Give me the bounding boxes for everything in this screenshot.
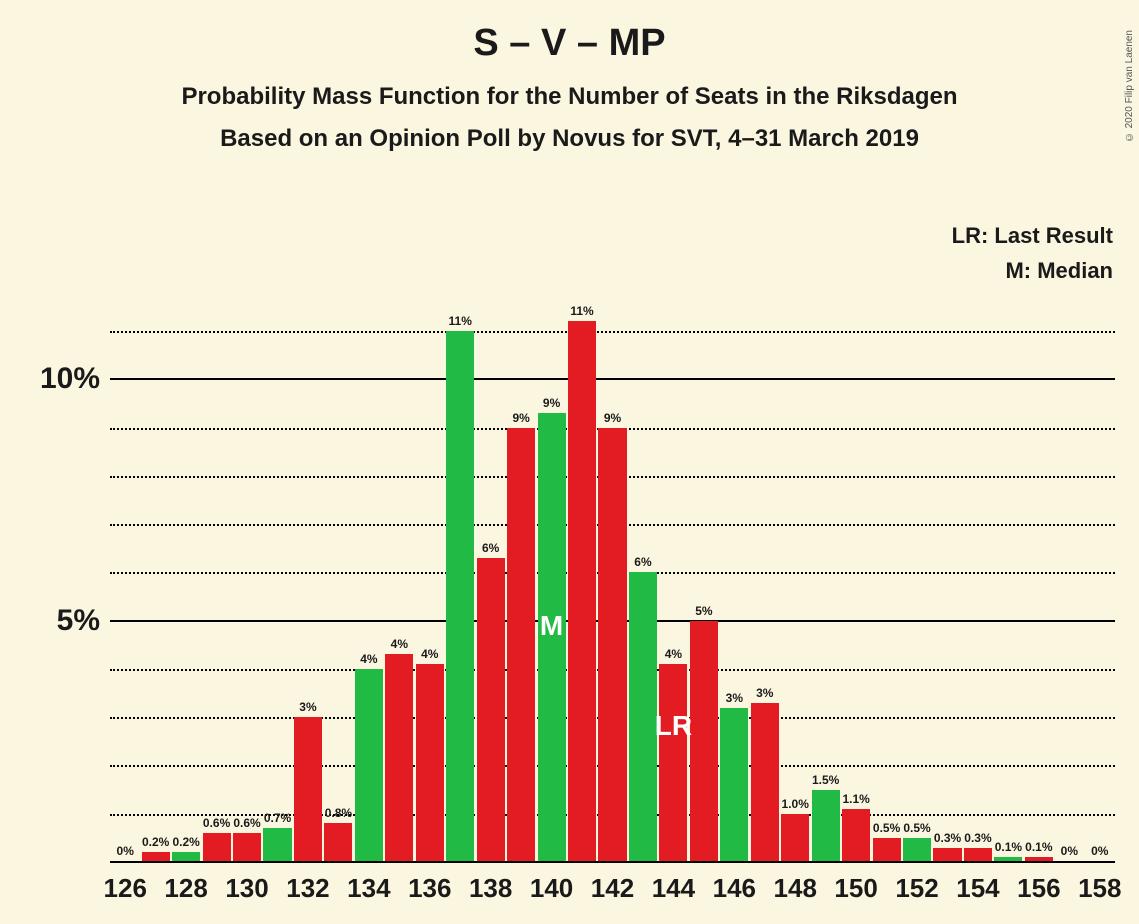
bar-value-label: 1.1% (826, 792, 886, 806)
bar-value-label: 1.5% (796, 773, 856, 787)
legend-m: M: Median (952, 253, 1113, 288)
minor-gridline (110, 331, 1115, 333)
chart-plot-area: 5%10%0%0.2%0.2%0.6%0.6%0.7%3%0.8%4%4%4%1… (110, 302, 1115, 862)
bar (720, 708, 748, 862)
chart-subtitle: Probability Mass Function for the Number… (0, 83, 1139, 111)
y-axis-label: 10% (40, 362, 100, 396)
bar (294, 717, 322, 862)
copyright-text: © 2020 Filip van Laenen (1124, 30, 1135, 142)
x-axis-label: 146 (713, 873, 756, 904)
x-axis-label: 150 (834, 873, 877, 904)
x-axis-label: 156 (1017, 873, 1060, 904)
bar (263, 828, 291, 862)
bar-value-label: 5% (674, 604, 734, 618)
x-axis-label: 158 (1078, 873, 1121, 904)
legend-lr: LR: Last Result (952, 218, 1113, 253)
chart-title: S – V – MP (0, 22, 1139, 65)
marker-label: LR (655, 710, 692, 742)
x-axis-label: 138 (469, 873, 512, 904)
x-axis-label: 128 (164, 873, 207, 904)
bar (203, 833, 231, 862)
x-axis-label: 136 (408, 873, 451, 904)
bar (446, 331, 474, 862)
bar (933, 848, 961, 862)
bar-value-label: 6% (613, 555, 673, 569)
bar-value-label: 11% (552, 304, 612, 318)
bar (751, 703, 779, 862)
bar-value-label: 9% (583, 411, 643, 425)
bar (355, 669, 383, 862)
major-gridline (110, 378, 1115, 380)
bar (233, 833, 261, 862)
bar-value-label: 3% (278, 700, 338, 714)
bar (416, 664, 444, 862)
bar (690, 621, 718, 862)
x-axis-label: 152 (895, 873, 938, 904)
bar (507, 428, 535, 862)
bar-value-label: 3% (735, 686, 795, 700)
x-axis-label: 144 (652, 873, 695, 904)
x-axis-label: 134 (347, 873, 390, 904)
bar (873, 838, 901, 862)
bar (659, 664, 687, 862)
bar (385, 654, 413, 862)
chart-caption: Based on an Opinion Poll by Novus for SV… (0, 125, 1139, 153)
y-axis-label: 5% (57, 604, 100, 638)
marker-label: M (540, 610, 563, 642)
bar (629, 572, 657, 862)
x-axis-line (110, 861, 1115, 863)
bar (568, 321, 596, 862)
x-axis-label: 148 (774, 873, 817, 904)
x-axis-label: 154 (956, 873, 999, 904)
chart-legend: LR: Last Result M: Median (952, 218, 1113, 288)
x-axis-label: 132 (286, 873, 329, 904)
x-axis-label: 140 (530, 873, 573, 904)
x-axis-label: 126 (104, 873, 147, 904)
bar (324, 823, 352, 862)
bar (598, 428, 626, 862)
bar-value-label: 0% (1070, 844, 1130, 858)
bar-value-label: 11% (430, 314, 490, 328)
x-axis-label: 142 (591, 873, 634, 904)
bar (781, 814, 809, 862)
bar (842, 809, 870, 862)
x-axis-label: 130 (225, 873, 268, 904)
bar (477, 558, 505, 862)
